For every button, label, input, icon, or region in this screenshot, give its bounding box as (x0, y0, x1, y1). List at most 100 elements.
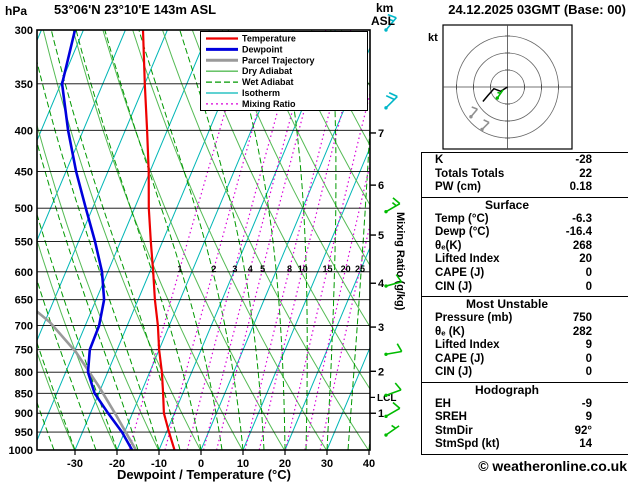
table-row: PW (cm) 0.18 (422, 181, 628, 195)
hodograph (442, 24, 573, 150)
temp-tick-label: -10 (151, 458, 167, 470)
svg-text:8: 8 (287, 264, 292, 274)
row-label: Lifted Index (435, 339, 500, 352)
pressure-tick-label: 700 (15, 321, 33, 333)
svg-text:25: 25 (355, 264, 365, 274)
km-tick-label: 2 (378, 366, 384, 378)
copyright: © weatheronline.co.uk (478, 458, 627, 474)
table-row: Lifted Index 20 (422, 253, 628, 267)
km-tick-label: 3 (378, 322, 384, 334)
hodograph-table: Hodograph EH -9 SREH 9 StmDir 92° StmSpd (kt) 14 (422, 381, 628, 456)
wind-barb (384, 401, 401, 419)
svg-text:20: 20 (341, 264, 351, 274)
hodograph-unit-label: kt (428, 32, 438, 44)
most-unstable-table: Most Unstable Pressure (mb) 750 θₑ (K) 282 Li… (422, 296, 628, 382)
table-row: CIN (J) 0 (422, 281, 628, 295)
legend-label: Wet Adiabat (242, 77, 294, 87)
pressure-tick-label: 750 (15, 345, 33, 357)
row-label: CAPE (J) (435, 266, 485, 279)
temp-tick-label: 10 (237, 458, 249, 470)
row-value: -9 (581, 397, 592, 410)
legend-label: Dry Adiabat (242, 66, 292, 76)
pressure-tick-label: 500 (15, 203, 33, 215)
km-tick-label: 1 (378, 408, 384, 420)
hodograph-table-title: Hodograph (475, 382, 539, 397)
km-tick-label: 6 (378, 180, 384, 192)
table-row: EH -9 (422, 398, 628, 412)
row-label: StmSpd (kt) (435, 438, 500, 451)
row-label: K (435, 154, 444, 166)
indices-table: K -28 Totals Totals 22 PW (cm) 0.18 (422, 152, 628, 197)
temp-tick-label: 0 (198, 458, 204, 470)
pressure-tick-label: 450 (15, 166, 33, 178)
row-label: θₑ(K) (435, 239, 462, 252)
wind-barb (495, 89, 504, 100)
legend-label: Temperature (242, 34, 296, 44)
temp-tick-label: -20 (109, 458, 125, 470)
temperature-curve (141, 30, 176, 450)
chart-border (36, 29, 371, 451)
row-value: 268 (572, 239, 592, 252)
row-value: 282 (572, 325, 592, 338)
row-label: θₑ (K) (435, 325, 465, 338)
pressure-tick-label: 950 (15, 427, 33, 439)
wind-barb (384, 13, 397, 32)
row-value: 92° (574, 424, 592, 437)
row-value: -6.3 (572, 212, 592, 225)
row-value: 750 (572, 311, 592, 324)
table-row: θₑ(K) 268 (422, 240, 628, 254)
legend-label: Dewpoint (242, 44, 283, 54)
km-tick-label: 4 (378, 278, 385, 290)
row-label: Totals Totals (435, 167, 505, 180)
altitude-axis: 1 2 3 4 5 6 7 (370, 128, 385, 420)
pressure-tick-label: 650 (15, 295, 33, 307)
x-axis-title: Dewpoint / Temperature (°C) (117, 467, 291, 482)
row-label: SREH (435, 411, 467, 424)
row-label: StmDir (435, 424, 473, 437)
temp-tick-label: 40 (363, 458, 375, 470)
row-value: 0 (585, 366, 592, 379)
pressure-tick-label: 350 (15, 79, 33, 91)
surface-table: Surface Temp (°C) -6.3 Dewp (°C) -16.4 θₑ(K) 2… (422, 196, 628, 296)
wind-barbs-column (384, 13, 403, 437)
table-row: SREH 9 (422, 411, 628, 425)
profile-curves (37, 30, 176, 450)
wind-barb (469, 106, 478, 119)
pressure-tick-label: 400 (15, 125, 33, 137)
row-label: Dewp (°C) (435, 226, 490, 239)
legend-label: Mixing Ratio (242, 99, 296, 109)
temp-tick-label: -30 (67, 458, 83, 470)
km-tick-label: 7 (378, 128, 384, 140)
wind-barb (384, 424, 400, 437)
wind-barb (384, 382, 402, 398)
table-row: CIN (J) 0 (422, 366, 628, 380)
row-label: EH (435, 397, 451, 410)
wind-barb (384, 197, 401, 214)
table-row: Lifted Index 9 (422, 339, 628, 353)
svg-text:10: 10 (298, 264, 308, 274)
row-label: CIN (J) (435, 280, 473, 293)
table-row: Dewp (°C) -16.4 (422, 226, 628, 240)
row-value: -16.4 (565, 226, 592, 239)
row-value: 0.18 (569, 181, 592, 194)
mixing-ratio-value-labels: 1 2 3 4 5 8 10 15 20 25 (177, 264, 365, 274)
svg-text:4: 4 (248, 264, 253, 274)
wind-barb (384, 343, 403, 356)
dewpoint-curve (60, 30, 134, 450)
lcl-label: LCL (377, 393, 396, 404)
table-row: θₑ (K) 282 (422, 326, 628, 340)
pressure-tick-label: 800 (15, 367, 33, 379)
pressure-tick-label: 850 (15, 388, 33, 400)
altitude-axis-km-label: km (376, 1, 394, 15)
row-label: Pressure (mb) (435, 311, 513, 324)
svg-text:1: 1 (177, 264, 182, 274)
svg-text:3: 3 (232, 264, 237, 274)
row-label: CIN (J) (435, 366, 473, 379)
row-label: CAPE (J) (435, 352, 485, 365)
table-row: CAPE (J) 0 (422, 353, 628, 367)
wind-barb (480, 119, 490, 132)
row-value: 0 (585, 266, 592, 279)
table-row: CAPE (J) 0 (422, 267, 628, 281)
